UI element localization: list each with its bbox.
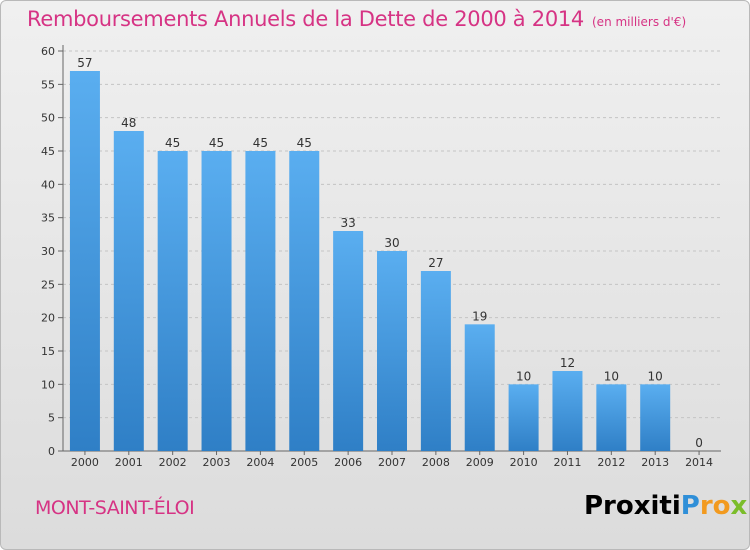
bar-2000: [69, 71, 100, 451]
y-tick-label: 0: [48, 445, 55, 458]
bar-2006: [333, 231, 364, 451]
y-tick-label: 55: [41, 78, 55, 91]
x-tick-label: 2002: [159, 456, 187, 469]
x-tick-label: 2007: [378, 456, 406, 469]
x-tick-label: 2013: [641, 456, 669, 469]
logo-letter: o: [712, 491, 731, 521]
bar-value-label: 57: [77, 56, 92, 70]
bar-value-label: 0: [695, 436, 703, 450]
bar-value-label: 19: [472, 309, 487, 323]
bar-2011: [552, 371, 583, 451]
logo-letter: i: [747, 491, 749, 521]
y-tick-label: 25: [41, 278, 55, 291]
bar-2007: [377, 251, 407, 451]
x-tick-label: 2014: [685, 456, 713, 469]
y-tick-label: 5: [48, 412, 55, 425]
bar-value-label: 45: [209, 136, 224, 150]
y-tick-label: 35: [41, 212, 55, 225]
chart-title-text: Remboursements Annuels de la Dette de 20…: [27, 7, 584, 31]
logo-letter: P: [680, 491, 700, 521]
y-tick-label: 40: [41, 178, 55, 191]
commune-name: MONT-SAINT-ÉLOI: [35, 497, 195, 519]
chart-unit: (en milliers d'€): [592, 15, 687, 29]
x-tick-label: 2011: [553, 456, 581, 469]
bar-2009: [464, 324, 495, 451]
bar-2012: [596, 384, 627, 451]
y-tick-label: 30: [41, 245, 55, 258]
y-tick-label: 15: [41, 345, 55, 358]
bar-value-label: 10: [604, 369, 619, 383]
x-tick-label: 2009: [466, 456, 494, 469]
bar-2004: [245, 151, 276, 451]
bar-value-label: 12: [560, 356, 575, 370]
logo-letter: x: [730, 491, 748, 521]
bar-value-label: 45: [297, 136, 312, 150]
y-tick-label: 10: [41, 378, 55, 391]
bar-2013: [640, 384, 671, 451]
x-tick-label: 2012: [597, 456, 625, 469]
bar-value-label: 10: [648, 369, 663, 383]
bar-value-label: 27: [428, 256, 443, 270]
y-tick-label: 45: [41, 145, 55, 158]
bar-2008: [420, 271, 451, 451]
bar-2005: [289, 151, 320, 451]
bar-value-label: 10: [516, 369, 531, 383]
y-tick-label: 60: [41, 45, 55, 58]
bar-value-label: 33: [340, 216, 355, 230]
proxiti-logo: ProxitiProxiti: [584, 491, 749, 521]
bar-value-label: 45: [165, 136, 180, 150]
x-tick-label: 2004: [246, 456, 274, 469]
chart-title: Remboursements Annuels de la Dette de 20…: [27, 7, 686, 31]
bar-value-label: 45: [253, 136, 268, 150]
x-tick-label: 2006: [334, 456, 362, 469]
bar-2002: [157, 151, 188, 451]
x-tick-label: 2008: [422, 456, 450, 469]
logo-letter: r: [699, 491, 713, 521]
x-tick-label: 2005: [290, 456, 318, 469]
bar-value-label: 30: [384, 236, 399, 250]
bar-2010: [508, 384, 539, 451]
y-tick-label: 20: [41, 312, 55, 325]
x-tick-label: 2000: [71, 456, 99, 469]
x-tick-label: 2003: [203, 456, 231, 469]
y-tick-label: 50: [41, 112, 55, 125]
bar-2001: [113, 131, 144, 451]
x-tick-label: 2001: [115, 456, 143, 469]
bar-value-label: 48: [121, 116, 136, 130]
bar-2003: [201, 151, 232, 451]
x-tick-label: 2010: [510, 456, 538, 469]
